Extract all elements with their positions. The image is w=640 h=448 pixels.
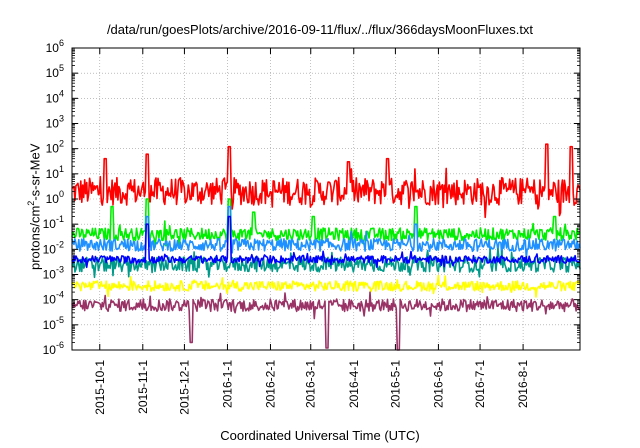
y-tick-label: 10-4	[43, 290, 64, 307]
y-tick-label: 10-3	[43, 265, 64, 282]
x-tick-label: 2016-6-1	[431, 360, 445, 408]
x-tick-label: 2016-4-1	[347, 360, 361, 408]
y-tick-layer: 10-6 10-5 10-4 10-3 10-2 10-1 100 101 102 103 104 1…	[43, 38, 580, 357]
chart-title: /data/run/goesPlots/archive/2016-09-11/f…	[106, 22, 534, 37]
series-line	[71, 143, 581, 219]
y-tick-label: 103	[46, 114, 64, 131]
y-tick-label: 10-6	[43, 340, 64, 357]
y-axis-label-sup: 2	[26, 200, 36, 206]
x-tick-label: 2016-1-1	[220, 360, 234, 408]
y-tick-label: 10-2	[43, 239, 64, 256]
y-tick-label: 106	[46, 38, 64, 55]
x-tick-label: 2015-12-1	[177, 360, 191, 415]
x-tick-label: 2016-5-1	[388, 360, 402, 408]
x-tick-label: 2016-8-1	[516, 360, 530, 408]
x-tick-label: 2016-3-1	[304, 360, 318, 408]
y-tick-label: 105	[46, 63, 64, 80]
y-tick-label: 100	[46, 189, 64, 206]
series-layer	[71, 143, 581, 351]
series-line	[71, 274, 581, 298]
x-tick-label: 2015-11-1	[136, 360, 150, 414]
y-tick-label: 101	[46, 164, 64, 181]
y-tick-label: 102	[46, 139, 64, 156]
y-axis-label: protons/cm2-s-sr-MeV	[26, 144, 42, 270]
y-tick-label: 10-1	[43, 214, 64, 231]
x-tick-label: 2015-10-1	[93, 360, 107, 415]
x-tick-label: 2016-2-1	[263, 360, 277, 408]
x-tick-layer: 2015-10-1 2015-11-1 2015-12-1 2016-1-1 2016-…	[93, 48, 530, 415]
y-axis-label-base: protons/cm	[27, 205, 43, 270]
x-axis-label: Coordinated Universal Time (UTC)	[220, 428, 420, 443]
y-tick-label: 104	[46, 88, 64, 105]
x-tick-label: 2016-7-1	[473, 360, 487, 408]
y-tick-label: 10-5	[43, 315, 64, 332]
y-axis-label-wrap: protons/cm2-s-sr-MeV	[6, 144, 42, 270]
series-line	[71, 205, 581, 259]
series-line	[71, 291, 581, 351]
y-axis-label-rest: -s-sr-MeV	[27, 143, 43, 201]
series-line	[71, 215, 581, 269]
